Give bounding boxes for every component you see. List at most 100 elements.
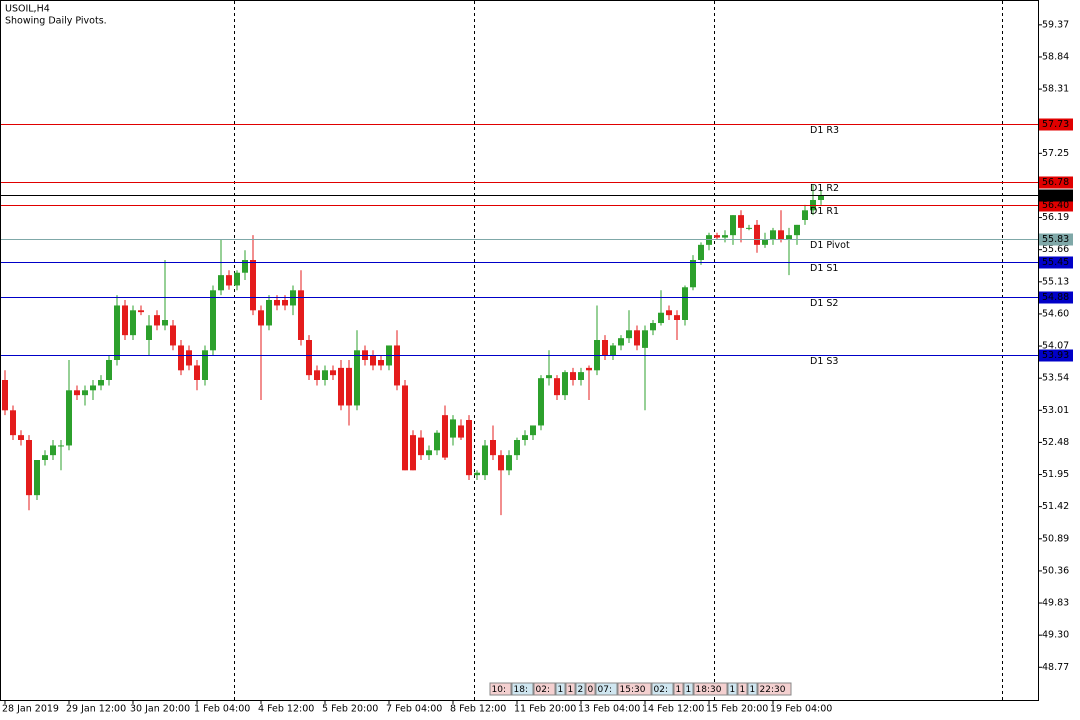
price-label: 56.78: [1042, 177, 1069, 188]
candle-body: [330, 370, 336, 376]
candle-body: [666, 310, 672, 316]
price-box: [1039, 233, 1073, 246]
candle-body: [66, 390, 72, 446]
candle-body: [458, 425, 464, 438]
y-tick-label: 50.36: [1042, 565, 1069, 576]
candle-body: [586, 367, 592, 371]
candle-body: [394, 345, 400, 386]
candle-body: [10, 410, 16, 436]
session-label: 1: [750, 685, 756, 695]
session-box: [651, 682, 674, 696]
session-label: 1: [676, 685, 682, 695]
candle-body: [106, 360, 112, 380]
candle-body: [610, 345, 616, 356]
candle-body: [650, 323, 656, 331]
price-label: 55.45: [1042, 257, 1069, 268]
candle-body: [474, 472, 480, 476]
y-tick-label: 57.25: [1042, 148, 1069, 159]
session-box: [737, 682, 748, 696]
candle-body: [370, 355, 376, 366]
session-box: [727, 682, 738, 696]
session-box: [565, 682, 576, 696]
price-box: [1039, 189, 1073, 202]
candle-body: [234, 272, 240, 286]
candle-body: [642, 330, 648, 348]
price-box: [1039, 199, 1073, 212]
candle-body: [530, 425, 536, 436]
session-label: 02:: [654, 685, 668, 695]
chart-subtitle: Showing Daily Pivots.: [5, 16, 107, 27]
session-label: 10:: [492, 685, 506, 695]
price-label: 53.93: [1042, 350, 1069, 361]
candle-body: [122, 305, 128, 336]
y-tick-label: 59.37: [1042, 19, 1069, 30]
y-tick-label: 50.89: [1042, 533, 1069, 544]
candle-body: [162, 320, 168, 326]
y-tick-label: 53.54: [1042, 373, 1069, 384]
candle-body: [354, 350, 360, 406]
candle-body: [466, 420, 472, 476]
session-box: [533, 682, 556, 696]
candle-body: [554, 378, 560, 396]
candle-body: [450, 419, 456, 438]
candle-body: [114, 305, 120, 360]
candle-body: [226, 275, 232, 286]
session-box: [575, 682, 586, 696]
candle-body: [42, 455, 48, 460]
session-box: [585, 682, 596, 696]
x-tick-label: 29 Jan 12:00: [66, 704, 126, 715]
candle-body: [306, 340, 312, 376]
x-tick-label: 1 Feb 04:00: [194, 704, 250, 715]
session-label: 1: [686, 685, 692, 695]
candle-body: [402, 385, 408, 471]
candle-body: [538, 378, 544, 426]
plot-frame: [0, 0, 1039, 701]
candle-body: [426, 450, 432, 456]
x-tick-label: 7 Feb 04:00: [386, 704, 442, 715]
y-tick-label: 52.48: [1042, 437, 1069, 448]
candle-body: [98, 380, 104, 386]
price-label: 57.73: [1042, 119, 1069, 130]
candle-body: [202, 350, 208, 380]
session-label: 2: [578, 685, 584, 695]
session-label: 18:: [514, 685, 528, 695]
session-label: 02:: [536, 685, 550, 695]
candle-body: [818, 195, 824, 200]
candle-body: [506, 455, 512, 471]
candle-body: [130, 310, 136, 336]
candle-body: [682, 287, 688, 320]
pivot-name: D1 S2: [810, 298, 838, 309]
price-label: 56.56: [1042, 190, 1069, 201]
candle-body: [26, 440, 32, 496]
candle-body: [418, 437, 424, 456]
candle-body: [746, 227, 752, 229]
candle-body: [346, 367, 352, 406]
price-box: [1039, 291, 1073, 304]
session-box: [673, 682, 684, 696]
y-tick-label: 55.66: [1042, 244, 1069, 255]
candle-body: [730, 215, 736, 236]
week-separators: [234, 1, 1003, 700]
session-label: 1: [740, 685, 746, 695]
pivot-name: D1 S1: [810, 263, 838, 274]
price-label: 55.83: [1042, 234, 1069, 245]
x-tick-label: 19 Feb 04:00: [770, 704, 832, 715]
candle-body: [562, 372, 568, 396]
candle-body: [482, 445, 488, 476]
session-box: [747, 682, 758, 696]
y-tick-label: 51.95: [1042, 469, 1069, 480]
y-tick-label: 54.07: [1042, 341, 1069, 352]
candle-body: [274, 300, 280, 306]
y-tick-label: 58.31: [1042, 84, 1069, 95]
x-tick-label: 30 Jan 20:00: [130, 704, 190, 715]
candle-body: [786, 235, 792, 240]
candle-body: [434, 432, 440, 451]
candle-body: [490, 440, 496, 456]
candle-body: [626, 330, 632, 339]
candle-body: [314, 370, 320, 380]
candle-body: [146, 325, 152, 340]
candle-body: [634, 330, 640, 346]
y-tick-label: 49.83: [1042, 598, 1069, 609]
candle-body: [570, 372, 576, 380]
